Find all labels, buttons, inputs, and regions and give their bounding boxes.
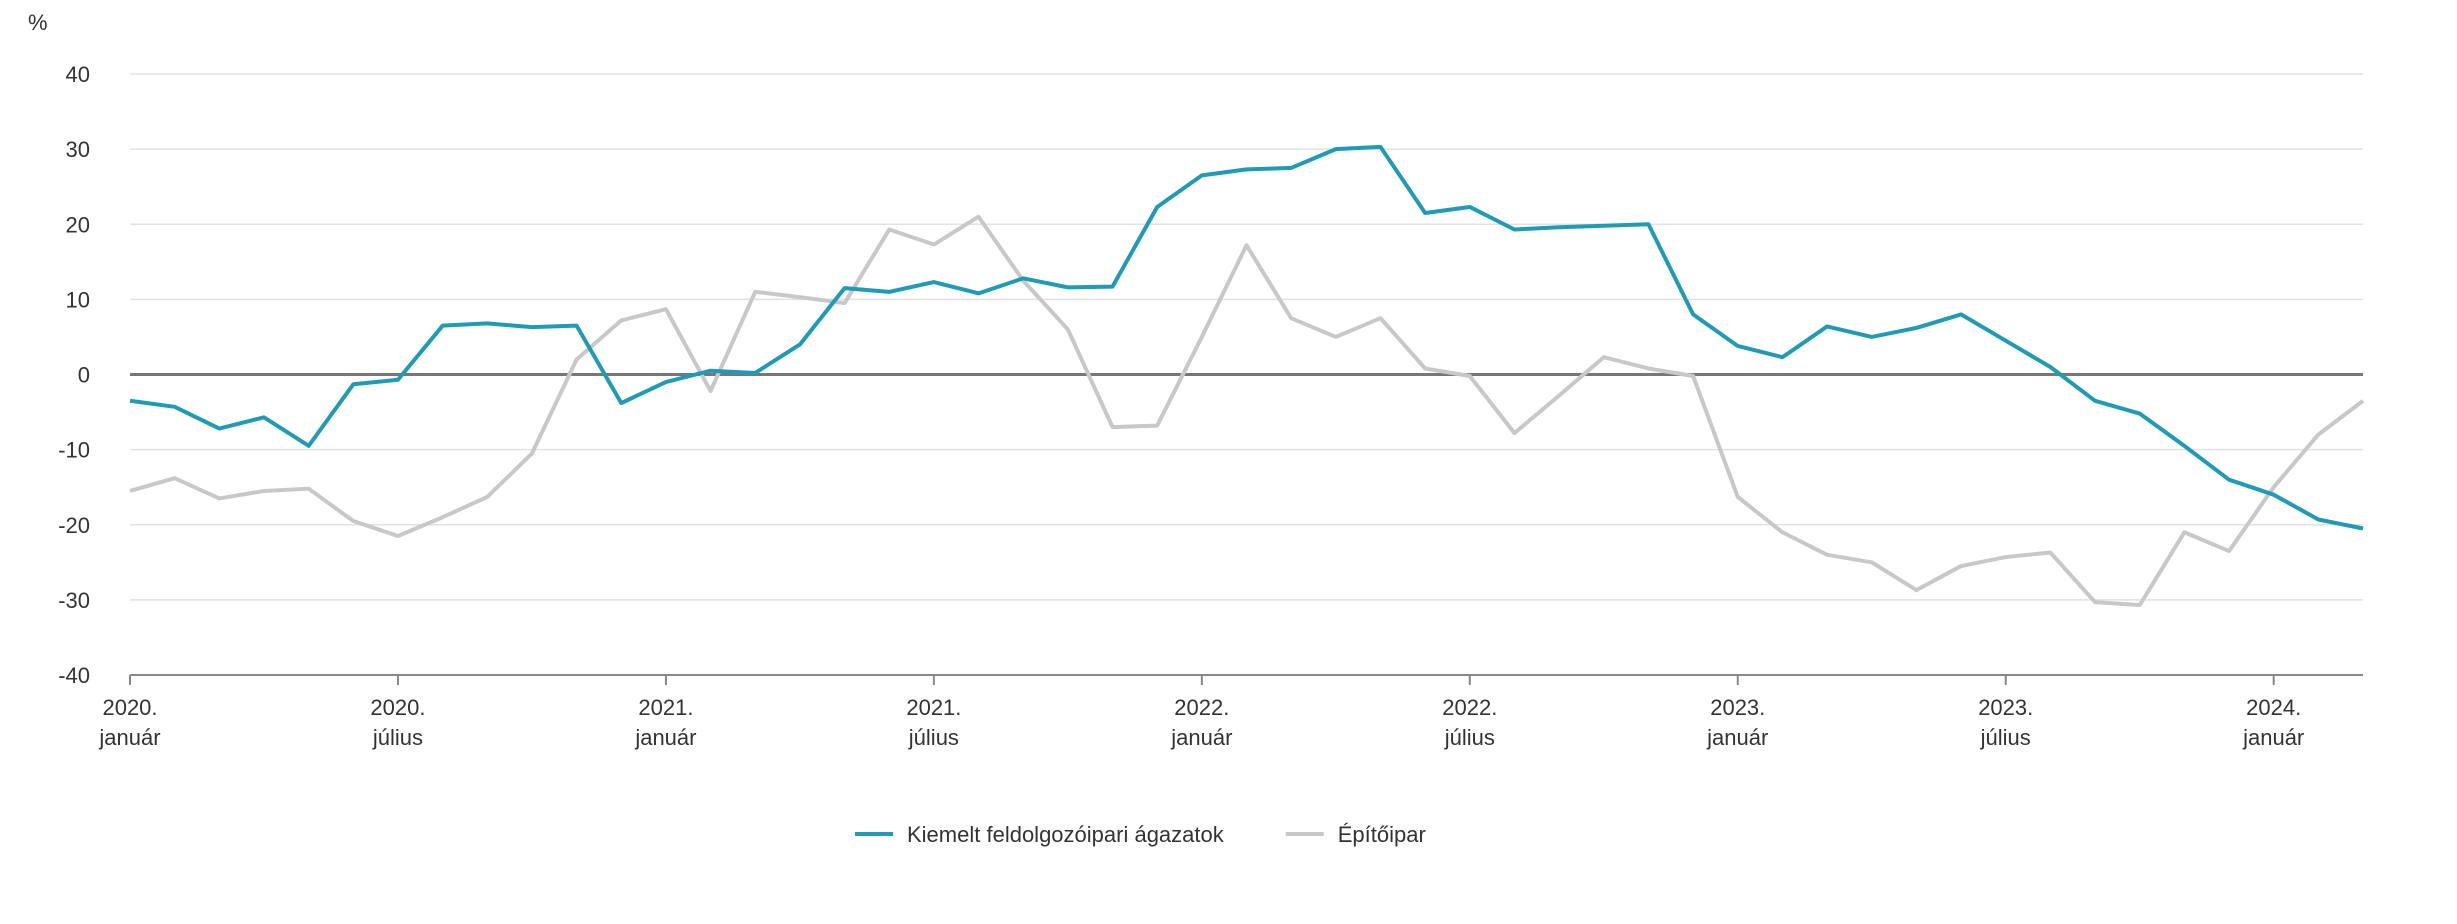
x-tick-label: 2024. január xyxy=(2242,695,2304,750)
x-tick-label: 2023. január xyxy=(1706,695,1768,750)
legend-label: Kiemelt feldolgozóipari ágazatok xyxy=(907,822,1225,847)
y-tick-label: -10 xyxy=(58,438,90,463)
series-line xyxy=(129,214,2365,608)
x-tick-label: 2020. január xyxy=(98,695,160,750)
legend-label: Építőipar xyxy=(1338,822,1426,847)
x-tick-label: 2021. január xyxy=(634,695,696,750)
x-tick-label: 2023. július xyxy=(1978,695,2033,750)
y-unit: % xyxy=(28,10,48,35)
x-tick-label: 2020. július xyxy=(370,695,425,750)
series-line xyxy=(129,144,2364,531)
y-tick-label: 0 xyxy=(78,363,90,388)
y-tick-label: -30 xyxy=(58,588,90,613)
y-tick-label: -20 xyxy=(58,513,90,538)
x-tick-label: 2022. július xyxy=(1442,695,1497,750)
x-tick-label: 2021. július xyxy=(906,695,961,750)
y-tick-label: 30 xyxy=(66,137,90,162)
y-tick-label: 20 xyxy=(66,212,90,237)
y-tick-label: -40 xyxy=(58,663,90,688)
x-tick-label: 2022. január xyxy=(1170,695,1232,750)
y-tick-label: 40 xyxy=(66,62,90,87)
y-tick-label: 10 xyxy=(66,287,90,312)
